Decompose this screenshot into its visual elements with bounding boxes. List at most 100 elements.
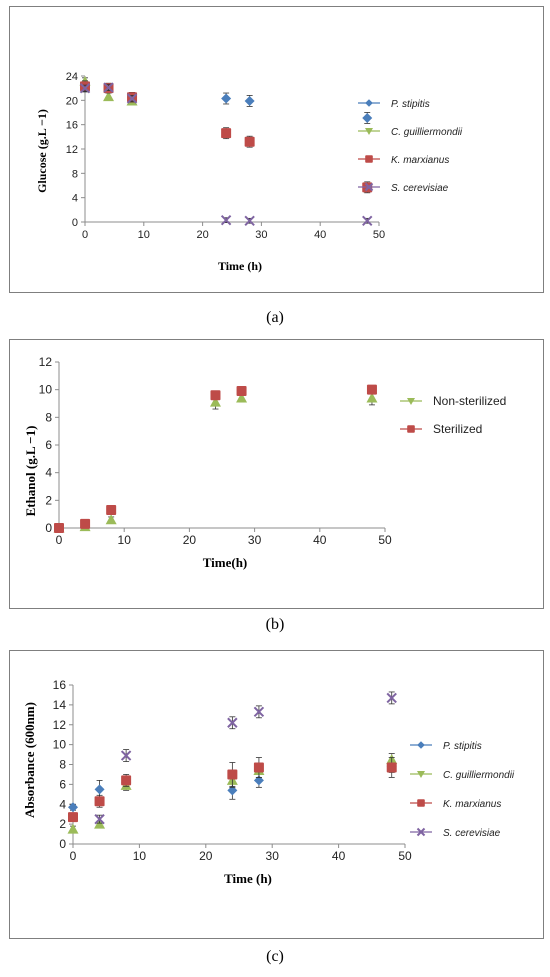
legend-entry: K. marxianus xyxy=(358,155,449,166)
series-non-sterilized xyxy=(53,390,378,533)
legend-marker xyxy=(416,827,426,837)
legend-label: C. guilliermondii xyxy=(391,127,463,138)
data-point xyxy=(366,392,378,403)
y-tick-label: 14 xyxy=(53,698,67,712)
x-tick-label: 20 xyxy=(183,533,197,547)
data-point xyxy=(253,762,264,773)
legend-marker xyxy=(365,99,373,107)
glucose-chart: Glucose (g.L −1) Time (h) 0 10 20 30 40 50 0 4 8… xyxy=(35,71,463,273)
y-tick-label: 16 xyxy=(53,678,67,692)
legend-entry: K. marxianus xyxy=(410,799,501,810)
y-tick-label: 20 xyxy=(66,95,78,107)
legend-label: P. stipitis xyxy=(391,99,430,110)
caption-c: (c) xyxy=(266,948,284,965)
data-point xyxy=(105,514,117,525)
legend-label: Sterilized xyxy=(433,422,482,436)
x-tick-label: 10 xyxy=(138,229,150,241)
x-tick-label: 20 xyxy=(199,849,213,863)
x-tick-label: 30 xyxy=(248,533,262,547)
y-tick-label: 12 xyxy=(53,718,67,732)
x-tick-label: 50 xyxy=(398,849,412,863)
legend-entry: S. cerevisiae xyxy=(358,182,449,194)
y-tick-label: 8 xyxy=(45,410,52,424)
data-point xyxy=(94,796,105,807)
data-point xyxy=(121,775,132,786)
y-tick-label: 6 xyxy=(59,777,66,791)
data-point xyxy=(210,390,221,401)
x-tick-label: 40 xyxy=(313,533,327,547)
data-point xyxy=(227,769,238,780)
legend-entry: C. guilliermondii xyxy=(358,127,463,138)
y-axis-label-group: Glucose (g.L −1) xyxy=(35,109,49,193)
caption-a: (a) xyxy=(266,309,284,326)
legend-entry: C. guilliermondii xyxy=(410,770,515,781)
legend-label: K. marxianus xyxy=(443,799,501,810)
legend-label: C. guilliermondii xyxy=(443,770,515,781)
data-point xyxy=(227,785,238,796)
x-tick-label: 0 xyxy=(82,229,88,241)
data-point xyxy=(236,386,247,397)
data-point xyxy=(94,813,105,825)
legend-marker xyxy=(364,182,374,192)
x-tick-label: 10 xyxy=(133,849,147,863)
data-point xyxy=(79,82,91,94)
data-point xyxy=(221,128,232,139)
y-axis-label: Glucose (g.L −1) xyxy=(35,109,49,193)
panel-c: Absorbance (600nm) Time (h) 0 10 20 30 40 50 0… xyxy=(9,650,544,939)
ethanol-chart: Ethanol (g.L −1) Time(h) 0 10 20 30 40 50 0 2 4 6… xyxy=(23,355,506,570)
data-point xyxy=(362,112,373,123)
data-point xyxy=(68,812,78,823)
y-tick-label: 8 xyxy=(59,758,66,772)
y-tick-label: 0 xyxy=(45,521,52,535)
legend-label: P. stipitis xyxy=(443,741,482,752)
legend-entry: S. cerevisiae xyxy=(410,827,501,839)
x-tick-label: 30 xyxy=(266,849,280,863)
series-s-cerevisiae xyxy=(79,82,373,226)
legend-entry: Sterilized xyxy=(400,422,482,436)
x-tick-label: 40 xyxy=(314,229,326,241)
legend-marker xyxy=(365,155,373,163)
y-tick-label: 0 xyxy=(72,217,78,229)
data-point xyxy=(209,396,221,407)
x-tick-label: 0 xyxy=(56,533,63,547)
data-point xyxy=(220,214,232,226)
data-point xyxy=(253,706,265,718)
legend-marker xyxy=(417,741,425,749)
y-tick-label: 24 xyxy=(66,71,78,83)
data-point xyxy=(106,505,117,516)
legend-label: K. marxianus xyxy=(391,155,449,166)
legend-marker xyxy=(417,799,425,807)
panel-b: Ethanol (g.L −1) Time(h) 0 10 20 30 40 50 0 2 4 6… xyxy=(9,339,544,609)
x-tick-label: 30 xyxy=(255,229,267,241)
y-tick-label: 4 xyxy=(59,797,66,811)
data-point xyxy=(120,750,132,761)
x-tick-label: 10 xyxy=(118,533,132,547)
data-point xyxy=(94,818,106,829)
data-point xyxy=(227,717,238,728)
axes: 0 10 20 30 40 50 0 4 8 12 16 20 24 xyxy=(66,71,385,241)
y-tick-label: 12 xyxy=(39,355,53,369)
data-point xyxy=(221,93,232,104)
data-point xyxy=(386,762,397,773)
series-sterilized xyxy=(54,384,377,533)
legend-entry: P. stipitis xyxy=(410,741,482,752)
caption-b: (b) xyxy=(265,616,285,633)
data-point xyxy=(244,215,255,226)
y-tick-label: 0 xyxy=(59,837,66,851)
series-s-cerevisiae xyxy=(94,691,397,825)
y-axis-label: Ethanol (g.L −1) xyxy=(23,426,38,517)
data-point xyxy=(54,523,64,533)
y-tick-label: 6 xyxy=(45,438,52,452)
x-axis-label: Time (h) xyxy=(218,259,262,273)
y-axis-label: Absorbance (600nm) xyxy=(22,702,37,818)
data-point xyxy=(103,82,114,93)
x-tick-label: 50 xyxy=(373,229,385,241)
legend-marker xyxy=(407,425,415,433)
y-tick-label: 10 xyxy=(39,383,53,397)
data-point xyxy=(386,692,397,704)
y-tick-label: 2 xyxy=(45,493,52,507)
panel-a: Glucose (g.L −1) Time (h) 0 10 20 30 40 50 0 4 8… xyxy=(9,6,544,293)
series-k-marxianus xyxy=(68,757,397,823)
legend-label: S. cerevisiae xyxy=(443,828,501,839)
data-point xyxy=(68,802,78,813)
